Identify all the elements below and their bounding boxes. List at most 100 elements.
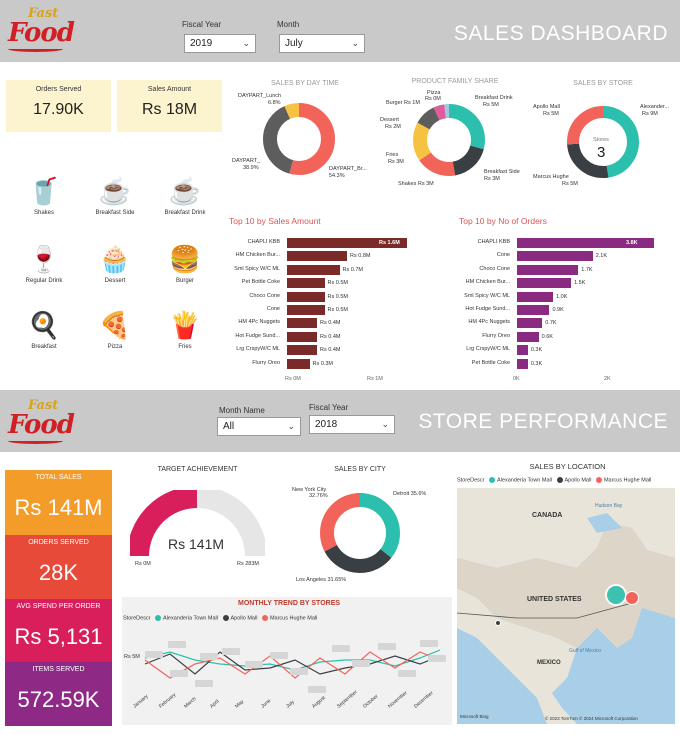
bar-value-label: 0.6K <box>541 333 553 340</box>
bar-value-label: 3.8K <box>626 240 638 246</box>
bar-label: Pet Bottle Coke <box>471 359 510 366</box>
bar-label: Choco Cone <box>479 265 510 272</box>
bar-label: Cone <box>266 306 280 312</box>
bar-value-label: 1.0K <box>556 293 568 300</box>
bar[interactable] <box>517 331 539 342</box>
bar[interactable] <box>287 345 317 356</box>
bar-value-label: Rs 0.4M <box>320 320 341 327</box>
trend-legend: StoreDescr Alexanderia Town Mall Apollo … <box>123 615 318 622</box>
bar-label: Sml Spicy W/C ML <box>464 292 510 299</box>
trend-pill <box>145 651 163 658</box>
daytime-chart-title: SALES BY DAY TIME <box>271 80 339 87</box>
trend-pill <box>195 680 213 687</box>
alexanderia-bubble[interactable] <box>605 584 627 606</box>
bar-value-label: Rs 0.4M <box>320 347 341 354</box>
category-breakfast[interactable]: 🍳 Breakfast <box>9 306 79 350</box>
target-gauge <box>130 490 265 557</box>
bar-label: Hot Fudge Sund... <box>465 306 510 312</box>
bar-value-label: Rs 0.3M <box>312 360 333 367</box>
category-breakfast-side[interactable]: ☕ Breakfast Side <box>80 172 150 216</box>
trend-pill <box>428 655 446 662</box>
bar[interactable] <box>287 238 407 248</box>
trend-pill <box>352 660 370 667</box>
chevron-down-icon: ⌄ <box>242 38 250 48</box>
bar[interactable] <box>517 345 528 356</box>
bar[interactable] <box>517 318 543 329</box>
bar[interactable] <box>517 278 572 289</box>
sales-dashboard-header: Fast Food Fiscal Year 2019 ⌄ Month July ⌄ … <box>0 0 680 62</box>
breakfast-plate-icon: 🍳 <box>27 310 61 340</box>
bar-value-label: Rs 0.5M <box>327 293 348 300</box>
trend-pill <box>270 652 288 659</box>
bar-label: Flurry Oreo <box>252 359 280 366</box>
trend-pill <box>420 640 438 647</box>
trend-pill <box>332 645 350 652</box>
target-value: Rs 141M <box>168 536 225 552</box>
sales-map[interactable]: CANADA Hudson Bay UNITED STATES MEXICO G… <box>457 488 675 724</box>
category-regular-drink[interactable]: 🍷 Regular Drink <box>9 240 79 284</box>
bar-label: Hot Fudge Sund... <box>235 332 280 339</box>
category-fries[interactable]: 🍟 Fries <box>150 306 220 350</box>
month-name-label: Month Name <box>219 406 265 415</box>
bar-value-label: Rs 0.8M <box>350 253 371 260</box>
month-label: Month <box>277 20 300 29</box>
store-performance-header: Fast Food Month Name All ⌄ Fiscal Year 20… <box>0 390 680 452</box>
bar-value-label: Rs 0.4M <box>320 333 341 340</box>
fiscal-year-label: Fiscal Year <box>182 20 222 29</box>
store-donut <box>567 106 639 178</box>
bar[interactable] <box>287 291 325 302</box>
hot-drink-icon: ☕ <box>168 176 202 206</box>
wine-bottle-icon: 🍷 <box>27 244 61 274</box>
bar-value-label: 0.9K <box>552 307 564 313</box>
burger-icon: 🍔 <box>168 244 202 274</box>
city-donut <box>320 493 400 573</box>
bar-value-label: 1.5K <box>574 280 586 287</box>
shake-icon: 🥤 <box>27 176 61 206</box>
items-served-card: ITEMS SERVED 572.59K <box>5 662 112 726</box>
bar[interactable] <box>287 358 310 369</box>
avg-spend-card: AVG SPEND PER ORDER Rs 5,131 <box>5 599 112 662</box>
month-name-dropdown[interactable]: All ⌄ <box>217 417 301 436</box>
category-shakes[interactable]: 🥤 Shakes <box>9 172 79 216</box>
trend-title: MONTHLY TREND BY STORES <box>238 600 341 607</box>
category-dessert[interactable]: 🧁 Dessert <box>80 240 150 284</box>
monthly-trend-panel <box>122 597 452 725</box>
month-dropdown[interactable]: July ⌄ <box>279 34 365 53</box>
category-burger[interactable]: 🍔 Burger <box>150 240 220 284</box>
category-breakfast-drink[interactable]: ☕ Breakfast Drink <box>150 172 220 216</box>
sales-amount-card: Sales Amount Rs 18M <box>117 80 222 132</box>
pizza-icon: 🍕 <box>98 310 132 340</box>
category-pizza[interactable]: 🍕 Pizza <box>80 306 150 350</box>
trend-pill <box>378 643 396 650</box>
bar[interactable] <box>517 251 593 262</box>
bar[interactable] <box>287 251 347 262</box>
chevron-down-icon: ⌄ <box>287 421 295 431</box>
bar-value-label: 0.3K <box>530 347 543 354</box>
fiscal-year-dropdown[interactable]: 2018 ⌄ <box>309 415 395 434</box>
bar[interactable] <box>287 264 340 275</box>
bar-value-label: Rs 0.5M <box>327 307 348 313</box>
bar[interactable] <box>287 331 317 342</box>
bar[interactable] <box>287 305 325 315</box>
apollo-bubble[interactable] <box>495 620 501 626</box>
bar-value-label: 0.7K <box>545 320 557 327</box>
bar[interactable] <box>287 278 325 289</box>
bar[interactable] <box>517 264 579 275</box>
fiscal-year-dropdown[interactable]: 2019 ⌄ <box>184 34 256 53</box>
bar-label: CHAPLI KBB <box>477 239 510 245</box>
bar[interactable] <box>517 305 550 315</box>
bar[interactable] <box>287 318 317 329</box>
marcus-bubble[interactable] <box>625 591 639 605</box>
orders-served-card: ORDERS SERVED 28K <box>5 535 112 599</box>
city-title: SALES BY CITY <box>334 466 386 473</box>
coffee-cookies-icon: ☕ <box>98 176 132 206</box>
bar-value-label: Rs 0.7M <box>342 266 363 273</box>
bar-value-label: 0.3K <box>530 360 543 367</box>
bar-label: Choco Cone <box>249 292 280 299</box>
bar[interactable] <box>517 291 554 302</box>
store-chart-title: SALES BY STORE <box>573 80 633 87</box>
bar[interactable] <box>517 238 654 248</box>
bar[interactable] <box>517 358 528 369</box>
fast-food-logo: Fast Food <box>8 398 75 446</box>
bar-value-label: Rs 1.6M <box>379 240 400 246</box>
